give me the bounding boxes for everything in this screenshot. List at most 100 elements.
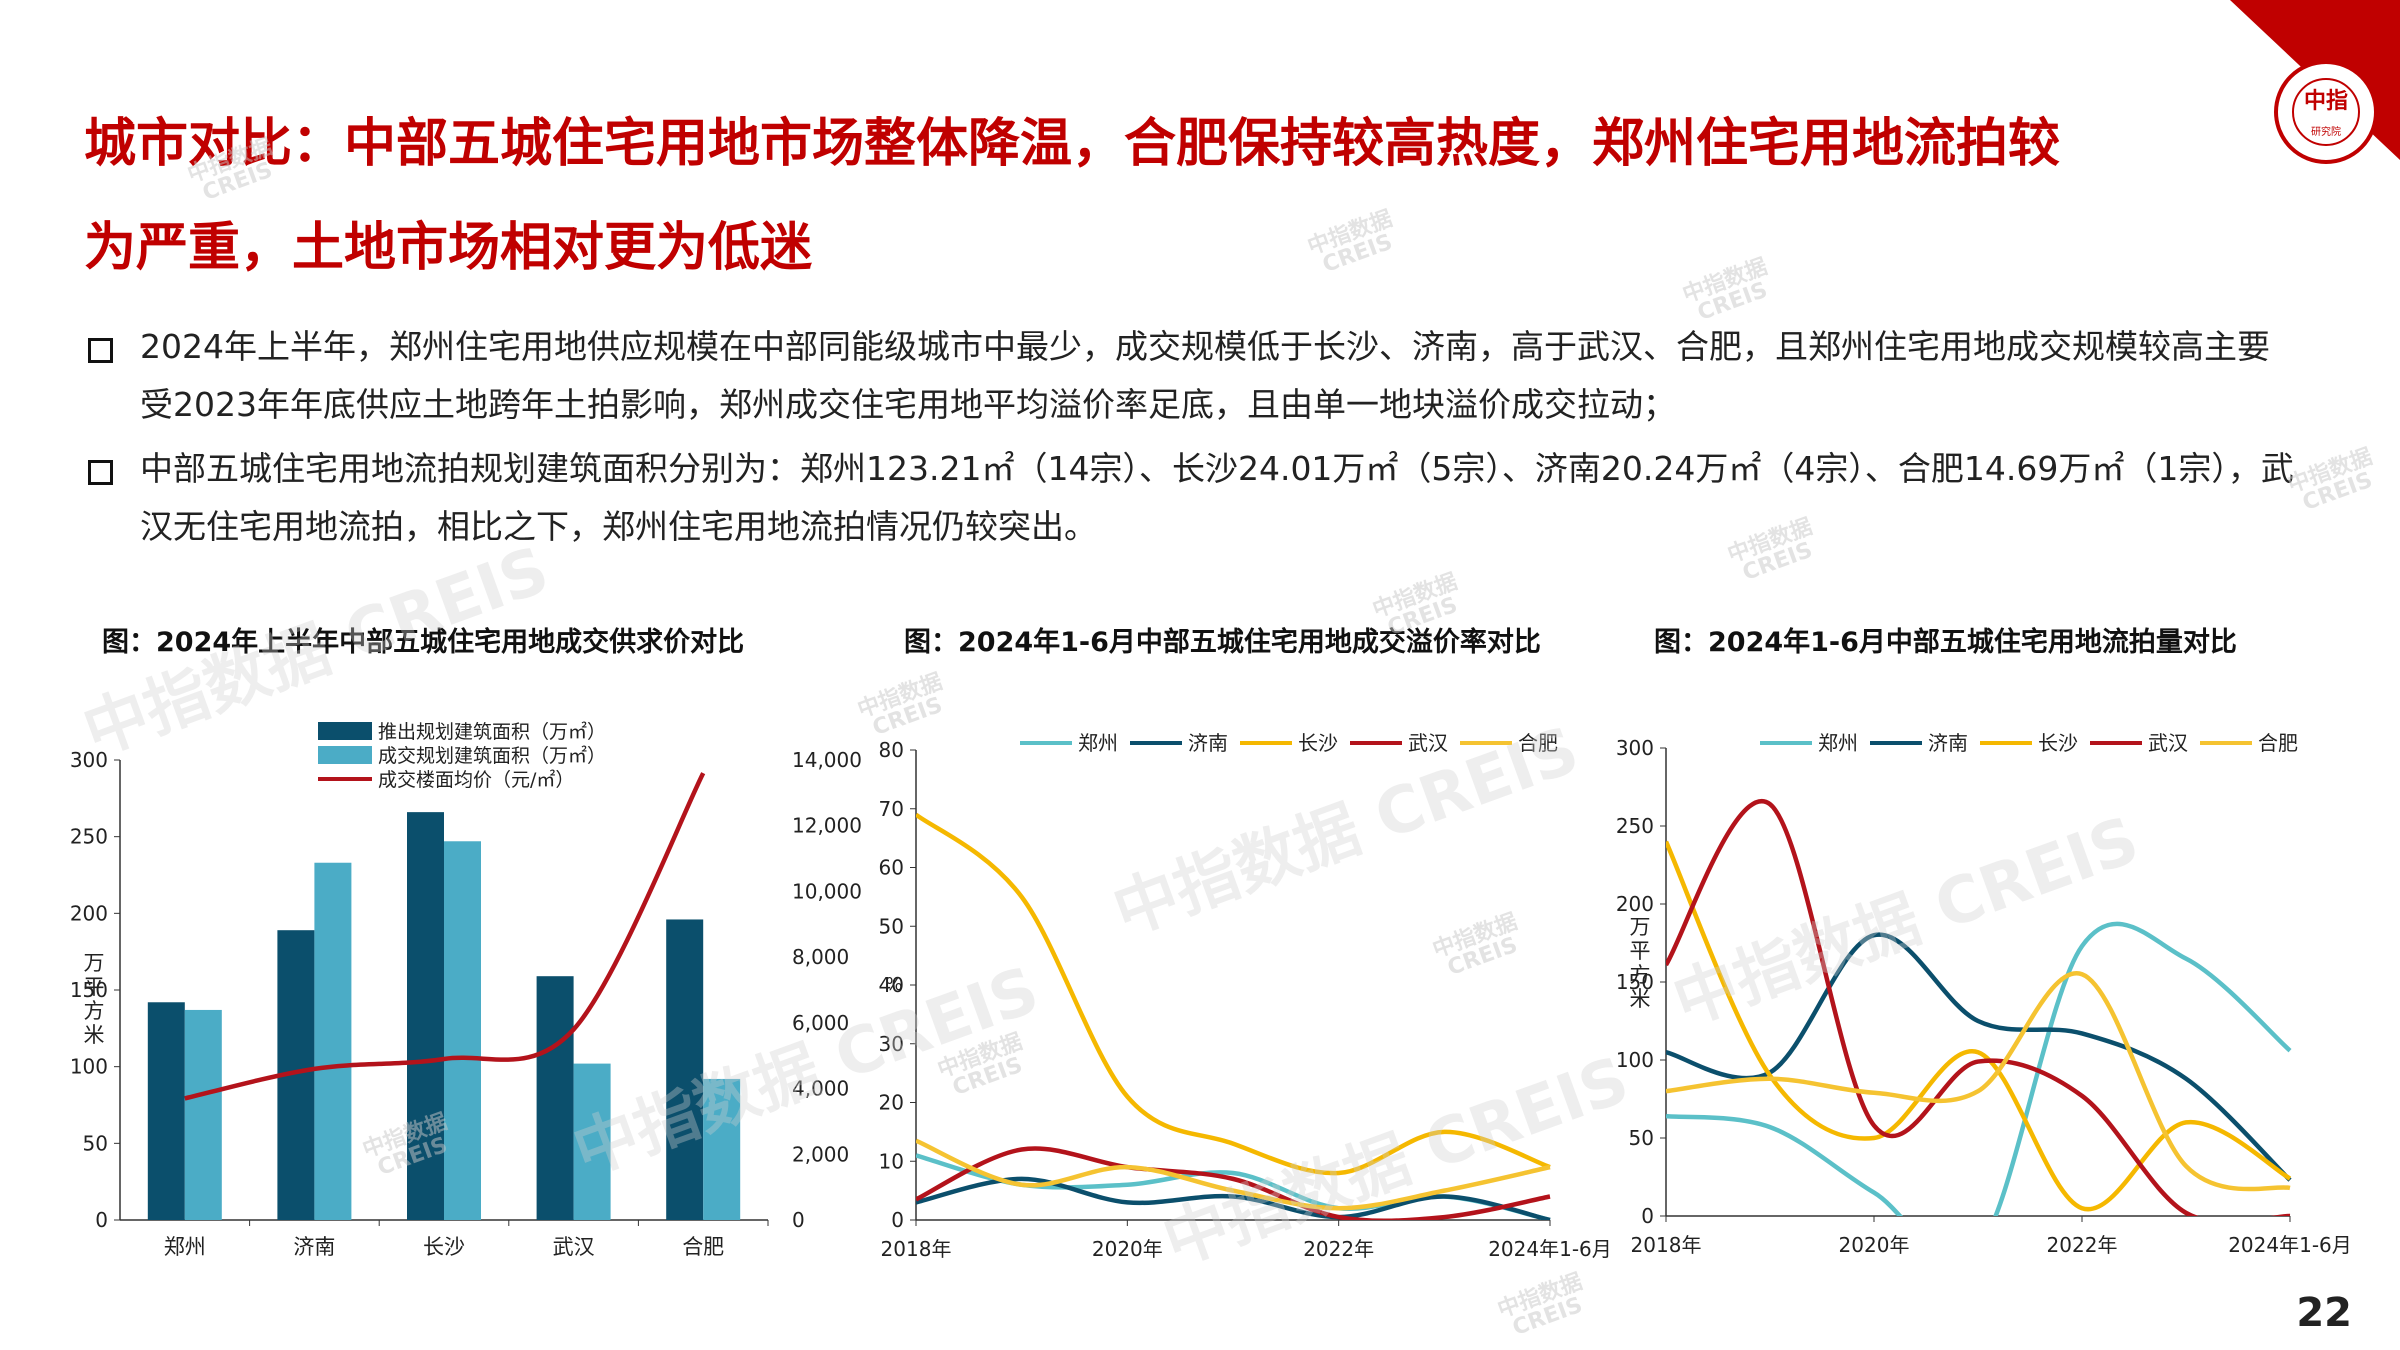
y2-tick-label: 0 (792, 1208, 805, 1232)
y2-tick-label: 14,000 (792, 748, 862, 772)
y2-tick-label: 4,000 (792, 1077, 849, 1101)
legend-label: 济南 (1928, 731, 1968, 755)
y-tick-label: 200 (1616, 892, 1654, 916)
y-axis-label-char: 方 (1630, 963, 1651, 987)
x-tick-label: 武汉 (553, 1235, 595, 1259)
series-line (916, 1176, 1551, 1220)
y2-tick-label: 2,000 (792, 1142, 849, 1166)
bar (184, 1009, 222, 1220)
y-axis-label-char: 平 (1630, 939, 1651, 963)
y-tick-label: 80 (879, 738, 904, 762)
legend-label: 长沙 (1298, 731, 1338, 755)
y-tick-label: 100 (1616, 1048, 1654, 1072)
legend-label: 推出规划建筑面积（万㎡） (378, 720, 606, 743)
y-axis-label-char: 万 (1630, 915, 1651, 939)
series-line (1666, 840, 2292, 1212)
series-line (1666, 799, 2291, 1216)
y-tick-label: 30 (879, 1032, 904, 1056)
y-tick-label: 250 (1616, 814, 1654, 838)
y2-tick-label: 8,000 (792, 945, 849, 969)
y2-tick-label: 10,000 (792, 879, 862, 903)
x-tick-label: 2020年 (1839, 1233, 1910, 1257)
y-tick-label: 50 (1629, 1126, 1654, 1150)
series-line (1666, 921, 2292, 1216)
x-tick-label: 2022年 (1303, 1237, 1374, 1261)
y-tick-label: 70 (879, 797, 904, 821)
corner-logo: 中指 研究院 (2160, 0, 2400, 170)
bullet-list: 2024年上半年，郑州住宅用地供应规模在中部同能级城市中最少，成交规模低于长沙、… (84, 318, 2294, 562)
bar (444, 841, 481, 1220)
bar (407, 812, 444, 1220)
x-tick-label: 合肥 (682, 1235, 724, 1259)
legend-label: 郑州 (1078, 731, 1118, 755)
legend-label: 武汉 (2148, 731, 2188, 755)
legend-label: 郑州 (1818, 731, 1858, 755)
checkbox-square-icon (88, 338, 113, 363)
legend-swatch (318, 746, 372, 764)
y-tick-label: 200 (70, 901, 108, 925)
bar (536, 976, 574, 1220)
legend-swatch (318, 722, 372, 740)
chart1-title: 图：2024年上半年中部五城住宅用地成交供求价对比 (102, 627, 745, 658)
bullet-text: 中部五城住宅用地流拍规划建筑面积分别为：郑州123.21㎡（14宗）、长沙24.… (140, 449, 2294, 546)
legend-label: 济南 (1188, 731, 1228, 755)
y-tick-label: 0 (95, 1208, 108, 1232)
y-tick-label: 50 (879, 914, 904, 938)
svg-text:研究院: 研究院 (2311, 125, 2341, 138)
bar (666, 919, 704, 1220)
legend-label: 成交规划建筑面积（万㎡） (378, 744, 606, 767)
y-tick-label: 250 (70, 825, 108, 849)
y2-tick-label: 6,000 (792, 1011, 849, 1035)
y-axis-label-char: 平 (84, 975, 105, 999)
y-tick-label: 50 (83, 1131, 108, 1155)
premium-rate-chart: 0 10 20 30 40 50 60 70 80 2018年 2020年 2022年 2024年1-6… (879, 731, 1610, 1261)
x-tick-label: 2018年 (881, 1237, 952, 1261)
series-line (1666, 971, 2291, 1192)
y-tick-label: 20 (879, 1091, 904, 1115)
legend-label: 成交楼面均价（元/㎡） (378, 768, 574, 791)
y-tick-label: 300 (1616, 736, 1654, 760)
legend-label: 长沙 (2038, 731, 2078, 755)
y-tick-label: 0 (891, 1208, 904, 1232)
legend-label: 合肥 (1518, 731, 1558, 755)
supply-demand-price-chart: 0 50 100 150 200 250 300 0 2,000 4,000 6,000 8,000 1… (70, 720, 862, 1259)
bar (147, 1002, 185, 1220)
chart3-title: 图：2024年1-6月中部五城住宅用地流拍量对比 (1654, 627, 2237, 658)
watermark: 中指数据 CREIS (1494, 1269, 1586, 1341)
bullet-item: 中部五城住宅用地流拍规划建筑面积分别为：郑州123.21㎡（14宗）、长沙24.… (84, 440, 2294, 556)
bar (703, 1078, 741, 1220)
y-tick-label: 10 (879, 1149, 904, 1173)
y-tick-label: 300 (70, 748, 108, 772)
academy-seal-icon (2274, 60, 2378, 164)
watermark: 中指数据 CREIS (2284, 444, 2376, 516)
x-tick-label: 郑州 (164, 1235, 206, 1259)
bullet-item: 2024年上半年，郑州住宅用地供应规模在中部同能级城市中最少，成交规模低于长沙、… (84, 318, 2294, 434)
price-line (184, 772, 706, 1101)
y-axis-label-char: 方 (84, 999, 105, 1023)
series-line (916, 812, 1551, 1176)
x-tick-label: 2022年 (2047, 1233, 2118, 1257)
bar (573, 1063, 611, 1220)
x-tick-label: 2024年1-6月 (1488, 1237, 1610, 1261)
x-tick-label: 2020年 (1092, 1237, 1163, 1261)
series-line (916, 1146, 1551, 1220)
chart2-title: 图：2024年1-6月中部五城住宅用地成交溢价率对比 (904, 627, 1541, 658)
y-tick-label: 100 (70, 1055, 108, 1079)
y-tick-label: 40 (879, 973, 904, 997)
y-tick-label: 150 (1616, 970, 1654, 994)
failed-auction-chart: 0 50 100 150 200 250 300 2018年 2020年 2022年 2024年1-… (1616, 731, 2350, 1257)
page-title: 城市对比：中部五城住宅用地市场整体降温，合肥保持较高热度，郑州住宅用地流拍较为严… (84, 114, 2061, 278)
series-line (1666, 932, 2292, 1182)
x-tick-label: 2024年1-6月 (2228, 1233, 2350, 1257)
checkbox-square-icon (88, 460, 113, 485)
series-line (916, 1138, 1551, 1211)
y-tick-label: 0 (1641, 1204, 1654, 1228)
bullet-text: 2024年上半年，郑州住宅用地供应规模在中部同能级城市中最少，成交规模低于长沙、… (140, 327, 2270, 424)
x-tick-label: 济南 (293, 1235, 335, 1259)
y-axis-label-char: 万 (84, 951, 105, 975)
y-axis-label: % (885, 974, 902, 995)
page-number: 22 (2296, 1290, 2352, 1336)
y-tick-label: 60 (879, 856, 904, 880)
y-tick-label: 150 (70, 978, 108, 1002)
bar (314, 862, 352, 1220)
